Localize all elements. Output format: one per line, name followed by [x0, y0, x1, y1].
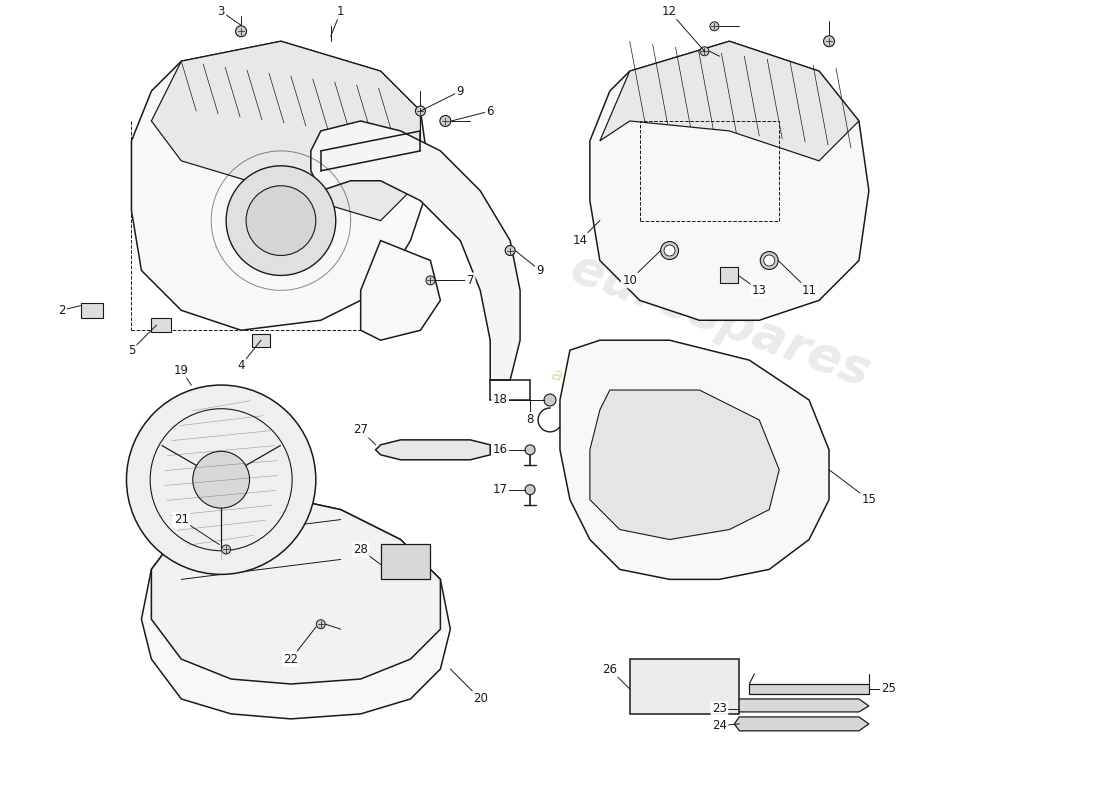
- FancyBboxPatch shape: [152, 318, 172, 332]
- Text: 5: 5: [128, 344, 135, 357]
- Text: 11: 11: [802, 284, 816, 297]
- Circle shape: [824, 36, 835, 46]
- Text: 19: 19: [174, 364, 189, 377]
- Polygon shape: [152, 42, 420, 221]
- FancyBboxPatch shape: [629, 659, 739, 714]
- Text: 21: 21: [174, 513, 189, 526]
- Text: 15: 15: [861, 493, 877, 506]
- Text: 9: 9: [537, 264, 543, 277]
- Text: 16: 16: [493, 443, 508, 456]
- Text: 22: 22: [284, 653, 298, 666]
- Circle shape: [246, 186, 316, 255]
- Circle shape: [235, 26, 246, 37]
- Circle shape: [505, 246, 515, 255]
- Text: 6: 6: [486, 105, 494, 118]
- Polygon shape: [132, 42, 430, 330]
- Circle shape: [227, 166, 336, 275]
- Text: eurospares: eurospares: [563, 244, 876, 397]
- Circle shape: [661, 242, 679, 259]
- Polygon shape: [361, 241, 440, 340]
- Polygon shape: [735, 717, 869, 731]
- Polygon shape: [152, 494, 440, 684]
- Polygon shape: [560, 340, 829, 579]
- Circle shape: [763, 255, 774, 266]
- Text: 13: 13: [751, 284, 767, 297]
- Text: 18: 18: [493, 394, 507, 406]
- Text: 12: 12: [662, 5, 678, 18]
- Polygon shape: [142, 494, 450, 719]
- Text: 7: 7: [466, 274, 474, 287]
- Polygon shape: [600, 42, 859, 161]
- Polygon shape: [590, 42, 869, 320]
- Circle shape: [126, 385, 316, 574]
- Circle shape: [700, 46, 708, 56]
- Polygon shape: [311, 121, 520, 380]
- Text: 10: 10: [623, 274, 637, 287]
- Text: 24: 24: [712, 719, 727, 732]
- Circle shape: [426, 276, 434, 285]
- Polygon shape: [375, 440, 491, 460]
- Circle shape: [760, 251, 778, 270]
- FancyBboxPatch shape: [381, 545, 430, 579]
- Circle shape: [525, 485, 535, 494]
- Text: 9: 9: [456, 85, 464, 98]
- Text: 1: 1: [337, 5, 344, 18]
- Circle shape: [440, 115, 451, 126]
- Text: 28: 28: [353, 543, 369, 556]
- Circle shape: [710, 22, 719, 30]
- Text: 20: 20: [473, 693, 487, 706]
- Text: a passion for parts since 1985: a passion for parts since 1985: [549, 365, 811, 475]
- Circle shape: [221, 545, 231, 554]
- Text: 26: 26: [603, 662, 617, 675]
- Text: 4: 4: [238, 358, 245, 372]
- Circle shape: [416, 106, 426, 116]
- Text: 14: 14: [572, 234, 587, 247]
- Text: 23: 23: [712, 702, 727, 715]
- Text: 2: 2: [58, 304, 66, 317]
- Text: 3: 3: [218, 5, 224, 18]
- Circle shape: [192, 451, 250, 508]
- Text: 17: 17: [493, 483, 508, 496]
- Polygon shape: [735, 699, 869, 712]
- Polygon shape: [590, 390, 779, 539]
- Circle shape: [664, 245, 675, 256]
- Circle shape: [317, 620, 326, 629]
- Text: 27: 27: [353, 423, 369, 436]
- FancyBboxPatch shape: [80, 303, 102, 318]
- Circle shape: [525, 445, 535, 455]
- Text: 8: 8: [527, 414, 534, 426]
- Text: 25: 25: [881, 682, 896, 695]
- Polygon shape: [749, 684, 869, 694]
- FancyBboxPatch shape: [252, 334, 270, 346]
- FancyBboxPatch shape: [720, 267, 738, 283]
- Circle shape: [544, 394, 556, 406]
